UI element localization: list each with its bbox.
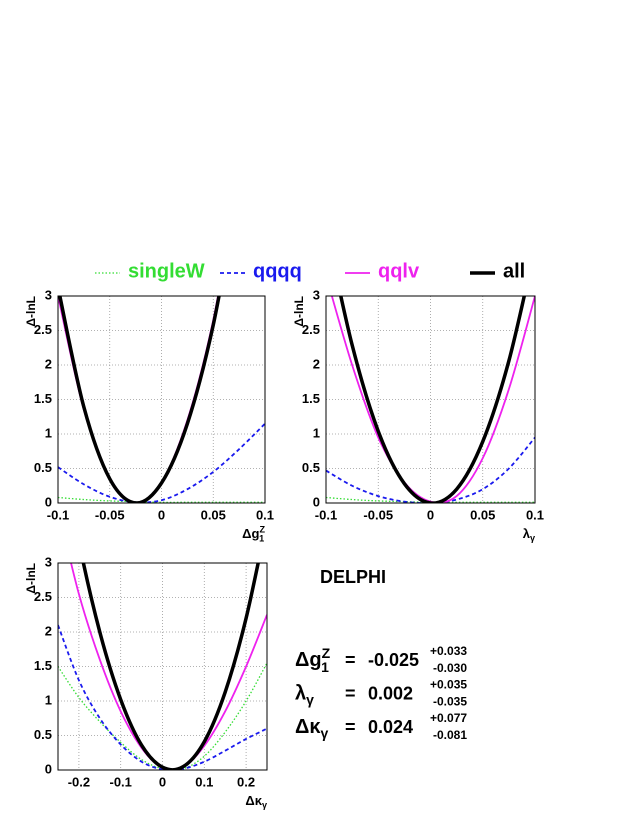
x-tick-label: -0.05 — [363, 507, 393, 522]
x-tick-label: -0.2 — [68, 774, 90, 789]
equals: = — [345, 683, 356, 703]
curve — [58, 624, 267, 770]
y-tick-label: 3 — [45, 287, 52, 302]
result-value: 0.002 — [368, 683, 413, 703]
plot-frame — [57, 562, 268, 771]
lower-error: -0.035 — [433, 695, 467, 709]
param-label: ΔgZ 1 — [295, 645, 331, 675]
y-tick-label: 1.5 — [302, 391, 320, 406]
param-label-base: Δκ — [295, 716, 321, 738]
curve — [58, 662, 267, 770]
x-axis-label: λγ — [523, 526, 536, 543]
y-tick-label: 0 — [313, 494, 320, 509]
x-tick-label: 0 — [427, 507, 434, 522]
x-axis-label-base: Δg — [242, 526, 259, 541]
x-axis-label-sub: γ — [530, 533, 536, 543]
y-tick-label: 0.5 — [34, 460, 52, 475]
param-label-sub: γ — [306, 691, 314, 707]
y-tick-label: 1.5 — [34, 658, 52, 673]
x-tick-label: 0.05 — [470, 507, 495, 522]
x-axis-label-sub: 1 — [259, 534, 264, 544]
legend-label: qqlv — [378, 260, 420, 282]
curve — [81, 563, 260, 770]
y-tick-label: 2 — [313, 356, 320, 371]
param-label: Δκγ — [295, 716, 329, 740]
param-label-base: λ — [295, 683, 306, 705]
legend-label: qqqq — [253, 260, 302, 282]
x-tick-label: 0.1 — [256, 507, 274, 522]
x-tick-label: 0.1 — [526, 507, 544, 522]
y-tick-label: 2 — [45, 623, 52, 638]
legend-label: singleW — [128, 260, 205, 282]
y-tick-label: 0 — [45, 761, 52, 776]
upper-error: +0.035 — [430, 678, 467, 692]
y-tick-label: 0 — [45, 494, 52, 509]
x-axis-label-sup: Z — [259, 525, 265, 535]
x-axis-label-base: λ — [523, 526, 531, 541]
x-axis-label: ΔgZ 1 — [242, 525, 265, 544]
x-tick-label: 0.1 — [195, 774, 213, 789]
equals: = — [345, 717, 356, 737]
upper-error: +0.033 — [430, 644, 467, 658]
upper-error: +0.077 — [430, 711, 467, 725]
y-tick-label: 3 — [45, 554, 52, 569]
x-axis-label-sub: γ — [262, 800, 268, 810]
param-label-sub: 1 — [321, 659, 329, 675]
y-tick-label: 0.5 — [34, 727, 52, 742]
y-axis-label: Δ-lnL — [24, 296, 38, 327]
plot-frame — [57, 295, 266, 504]
x-tick-label: 0 — [158, 507, 165, 522]
curve — [326, 436, 535, 503]
param-label-sup: Z — [322, 645, 331, 661]
lower-error: -0.081 — [433, 728, 467, 742]
param-label-sub: γ — [321, 725, 329, 741]
curve — [338, 296, 527, 503]
curve — [58, 296, 221, 503]
equals: = — [345, 650, 356, 670]
x-tick-label: 0.05 — [201, 507, 226, 522]
y-tick-label: 1.5 — [34, 391, 52, 406]
param-label: λγ — [295, 683, 314, 707]
x-tick-label: -0.1 — [47, 507, 69, 522]
y-tick-label: 1 — [45, 692, 52, 707]
y-tick-label: 1 — [313, 425, 320, 440]
curve — [326, 496, 535, 503]
x-tick-label: -0.05 — [95, 507, 125, 522]
x-tick-label: -0.1 — [315, 507, 337, 522]
x-axis-label-base: Δκ — [245, 793, 262, 808]
result-value: 0.024 — [368, 717, 413, 737]
y-axis-label: Δ-lnL — [24, 563, 38, 594]
experiment-label: DELPHI — [320, 567, 386, 587]
y-tick-label: 1 — [45, 425, 52, 440]
x-tick-label: -0.1 — [109, 774, 131, 789]
y-tick-label: 2 — [45, 356, 52, 371]
plot-frame — [325, 295, 536, 504]
y-tick-label: 3 — [313, 287, 320, 302]
legend-label: all — [503, 260, 525, 282]
result-value: -0.025 — [368, 650, 419, 670]
x-tick-label: 0.2 — [237, 774, 255, 789]
y-axis-label: Δ-lnL — [292, 296, 306, 327]
x-axis-label: Δκγ — [245, 793, 268, 810]
y-tick-label: 2.5 — [34, 322, 52, 337]
curve — [58, 423, 265, 503]
y-tick-label: 0.5 — [302, 460, 320, 475]
x-tick-label: 0 — [159, 774, 166, 789]
y-tick-label: 2.5 — [34, 589, 52, 604]
param-label-base: Δg — [295, 649, 322, 671]
lower-error: -0.030 — [433, 661, 467, 675]
y-tick-label: 2.5 — [302, 322, 320, 337]
